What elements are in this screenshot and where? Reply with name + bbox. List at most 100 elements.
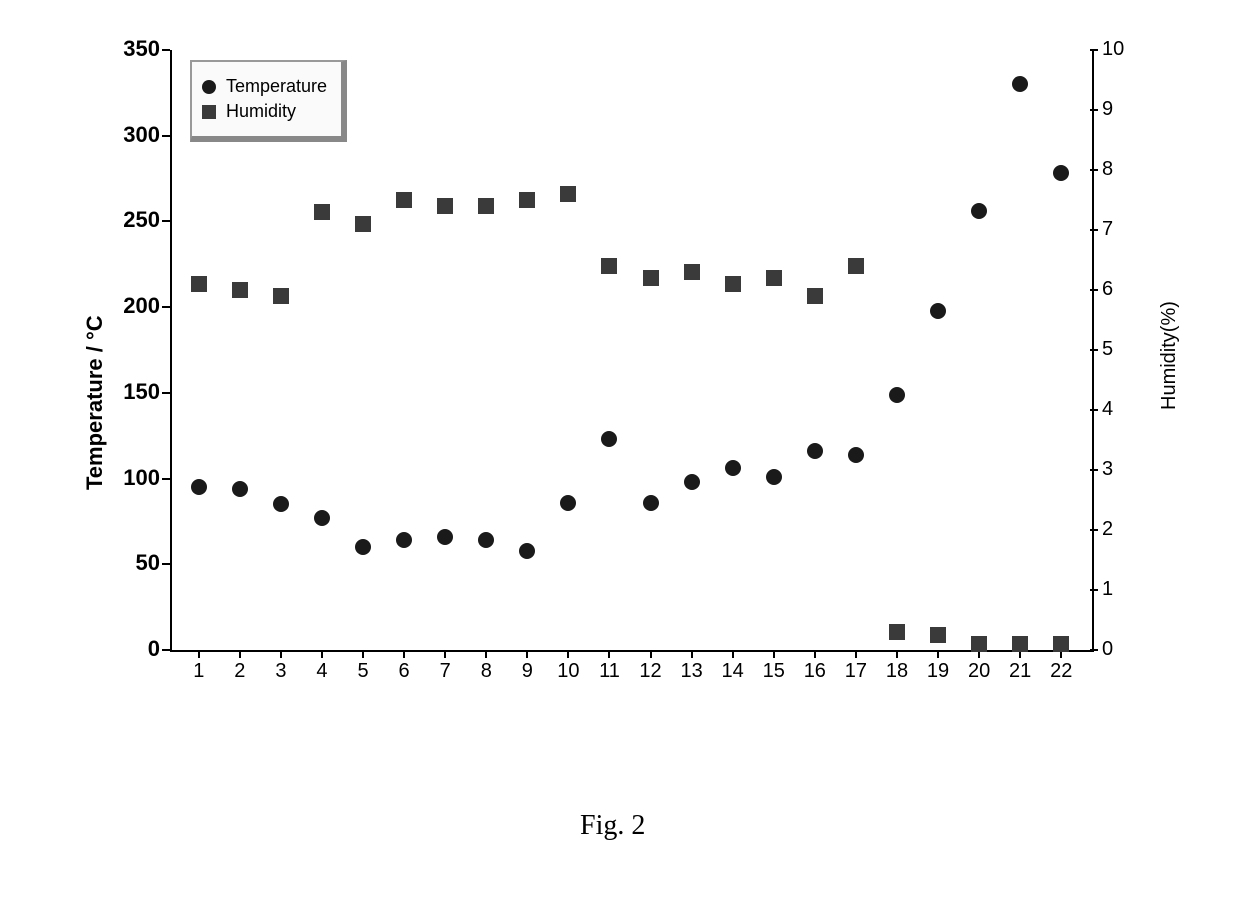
data-point-square xyxy=(807,288,823,304)
x-tick-label: 12 xyxy=(633,660,669,683)
legend-label: Humidity xyxy=(226,101,296,122)
x-tick-mark xyxy=(732,650,734,658)
y1-tick-mark xyxy=(162,306,170,308)
data-point-square xyxy=(889,624,905,640)
y1-tick-label: 350 xyxy=(100,36,160,62)
y2-tick-label: 2 xyxy=(1102,518,1142,541)
data-point-square xyxy=(191,276,207,292)
y2-tick-mark xyxy=(1090,589,1098,591)
x-tick-label: 3 xyxy=(263,660,299,683)
x-tick-mark xyxy=(444,650,446,658)
y2-tick-mark xyxy=(1090,469,1098,471)
y2-tick-label: 9 xyxy=(1102,98,1142,121)
y2-tick-label: 0 xyxy=(1102,638,1142,661)
data-point-square xyxy=(848,258,864,274)
data-point-circle xyxy=(355,539,371,555)
x-tick-label: 18 xyxy=(879,660,915,683)
legend-item-humidity: Humidity xyxy=(202,101,327,122)
x-tick-label: 22 xyxy=(1043,660,1079,683)
data-point-square xyxy=(684,264,700,280)
y1-tick-mark xyxy=(162,649,170,651)
x-tick-label: 1 xyxy=(181,660,217,683)
x-tick-label: 2 xyxy=(222,660,258,683)
y1-tick-mark xyxy=(162,135,170,137)
x-tick-mark xyxy=(650,650,652,658)
y2-tick-label: 6 xyxy=(1102,278,1142,301)
data-point-circle xyxy=(273,496,289,512)
data-point-circle xyxy=(643,495,659,511)
x-tick-mark xyxy=(321,650,323,658)
x-tick-mark xyxy=(526,650,528,658)
y1-tick-mark xyxy=(162,563,170,565)
y2-tick-label: 1 xyxy=(1102,578,1142,601)
y2-tick-mark xyxy=(1090,649,1098,651)
y1-tick-label: 150 xyxy=(100,379,160,405)
chart-container: Temperature / °C Humidity(%) Temperature… xyxy=(60,30,1180,750)
x-tick-mark xyxy=(814,650,816,658)
x-tick-label: 19 xyxy=(920,660,956,683)
x-tick-label: 8 xyxy=(468,660,504,683)
x-tick-mark xyxy=(239,650,241,658)
x-tick-mark xyxy=(691,650,693,658)
y2-tick-mark xyxy=(1090,289,1098,291)
x-tick-mark xyxy=(608,650,610,658)
y2-tick-mark xyxy=(1090,529,1098,531)
y1-tick-label: 300 xyxy=(100,122,160,148)
data-point-square xyxy=(1053,636,1069,652)
data-point-circle xyxy=(1012,76,1028,92)
data-point-square xyxy=(355,216,371,232)
y1-tick-label: 50 xyxy=(100,550,160,576)
figure-caption: Fig. 2 xyxy=(580,810,645,842)
data-point-circle xyxy=(314,510,330,526)
y1-tick-mark xyxy=(162,392,170,394)
data-point-circle xyxy=(725,460,741,476)
data-point-circle xyxy=(971,203,987,219)
y1-tick-label: 0 xyxy=(100,636,160,662)
data-point-circle xyxy=(601,431,617,447)
data-point-square xyxy=(519,192,535,208)
x-tick-label: 13 xyxy=(674,660,710,683)
x-tick-label: 20 xyxy=(961,660,997,683)
data-point-circle xyxy=(191,479,207,495)
x-tick-label: 14 xyxy=(715,660,751,683)
x-tick-label: 6 xyxy=(386,660,422,683)
data-point-square xyxy=(725,276,741,292)
data-point-circle xyxy=(1053,165,1069,181)
data-point-circle xyxy=(478,532,494,548)
page: Temperature / °C Humidity(%) Temperature… xyxy=(0,0,1240,901)
data-point-square xyxy=(314,204,330,220)
y2-tick-mark xyxy=(1090,49,1098,51)
y2-tick-label: 3 xyxy=(1102,458,1142,481)
y1-tick-label: 200 xyxy=(100,293,160,319)
data-point-circle xyxy=(684,474,700,490)
circle-icon xyxy=(202,80,216,94)
x-tick-label: 10 xyxy=(550,660,586,683)
y2-tick-mark xyxy=(1090,229,1098,231)
x-tick-label: 17 xyxy=(838,660,874,683)
data-point-square xyxy=(643,270,659,286)
data-point-circle xyxy=(807,443,823,459)
x-tick-label: 5 xyxy=(345,660,381,683)
data-point-circle xyxy=(437,529,453,545)
data-point-square xyxy=(766,270,782,286)
x-tick-label: 4 xyxy=(304,660,340,683)
data-point-circle xyxy=(766,469,782,485)
square-icon xyxy=(202,105,216,119)
data-point-circle xyxy=(889,387,905,403)
x-tick-mark xyxy=(485,650,487,658)
data-point-square xyxy=(601,258,617,274)
data-point-square xyxy=(478,198,494,214)
data-point-square xyxy=(560,186,576,202)
y1-tick-label: 100 xyxy=(100,465,160,491)
y2-tick-label: 5 xyxy=(1102,338,1142,361)
y2-tick-label: 8 xyxy=(1102,158,1142,181)
data-point-square xyxy=(437,198,453,214)
y1-tick-mark xyxy=(162,478,170,480)
data-point-circle xyxy=(232,481,248,497)
y1-tick-label: 250 xyxy=(100,207,160,233)
y1-tick-mark xyxy=(162,49,170,51)
x-tick-mark xyxy=(937,650,939,658)
data-point-circle xyxy=(930,303,946,319)
x-tick-mark xyxy=(567,650,569,658)
legend-item-temperature: Temperature xyxy=(202,76,327,97)
